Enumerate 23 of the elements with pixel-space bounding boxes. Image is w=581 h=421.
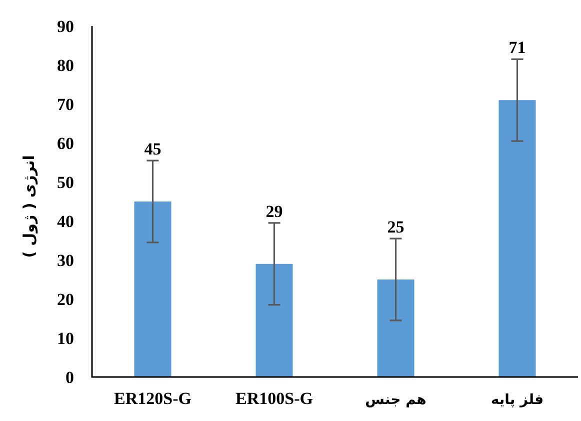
y-tick-label: 20 xyxy=(57,290,74,309)
y-tick-label: 40 xyxy=(57,212,74,231)
data-label: 29 xyxy=(266,202,283,221)
y-tick-label: 90 xyxy=(57,17,74,36)
bar xyxy=(134,202,172,377)
y-tick-label: 0 xyxy=(66,368,74,387)
x-tick-label: ER120S-G xyxy=(114,389,192,408)
y-axis-title: انرژی ( ژول ) xyxy=(20,155,38,258)
y-tick-label: 70 xyxy=(57,95,74,114)
y-tick-label: 10 xyxy=(57,329,74,348)
x-tick-label: هم جنس xyxy=(365,392,426,408)
x-tick-label: فلز پایه xyxy=(490,392,544,408)
bar xyxy=(498,100,536,377)
data-label: 71 xyxy=(508,38,526,58)
y-tick-label: 50 xyxy=(57,173,74,192)
y-tick-label: 80 xyxy=(57,56,74,75)
bar xyxy=(377,280,414,377)
y-tick-label: 60 xyxy=(57,134,74,153)
x-tick-label: ER100S-G xyxy=(236,389,313,408)
data-label: 45 xyxy=(144,140,162,159)
data-label: 25 xyxy=(387,218,404,237)
y-tick-label: 30 xyxy=(57,251,74,270)
bar xyxy=(256,264,293,377)
